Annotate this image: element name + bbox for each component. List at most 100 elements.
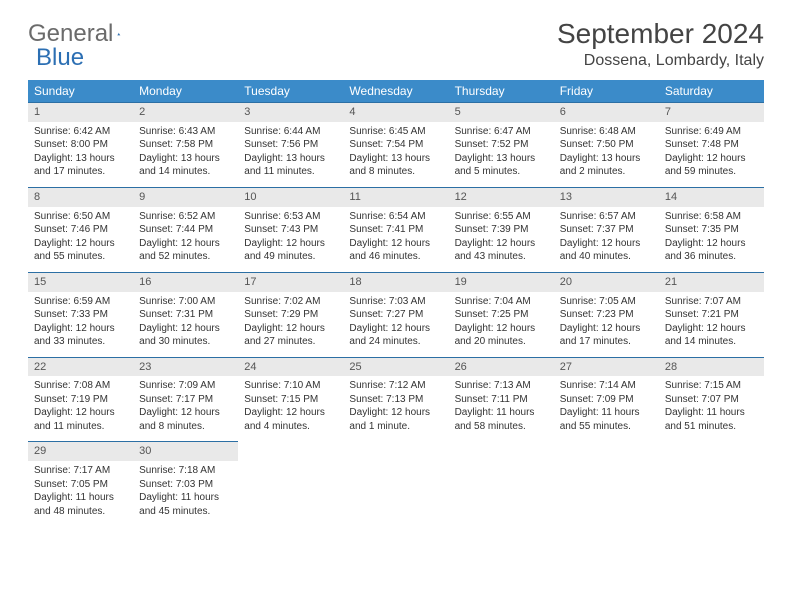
day-line-ss: Sunset: 8:00 PM xyxy=(34,138,127,152)
day-cell: 13Sunrise: 6:57 AMSunset: 7:37 PMDayligh… xyxy=(554,187,659,272)
day-line-d1: Daylight: 13 hours xyxy=(34,152,127,166)
day-line-ss: Sunset: 7:09 PM xyxy=(560,393,653,407)
day-line-sr: Sunrise: 6:53 AM xyxy=(244,210,337,224)
day-body: Sunrise: 6:54 AMSunset: 7:41 PMDaylight:… xyxy=(343,207,448,272)
day-line-ss: Sunset: 7:43 PM xyxy=(244,223,337,237)
header: General September 2024 Dossena, Lombardy… xyxy=(28,18,764,70)
day-line-ss: Sunset: 7:48 PM xyxy=(665,138,758,152)
day-line-sr: Sunrise: 7:09 AM xyxy=(139,379,232,393)
day-number: 25 xyxy=(343,358,448,377)
day-line-d2: and 24 minutes. xyxy=(349,335,442,349)
day-line-sr: Sunrise: 6:55 AM xyxy=(455,210,548,224)
day-number: 12 xyxy=(449,188,554,207)
day-cell: 24Sunrise: 7:10 AMSunset: 7:15 PMDayligh… xyxy=(238,357,343,442)
week-row: 29Sunrise: 7:17 AMSunset: 7:05 PMDayligh… xyxy=(28,442,764,526)
weekday-friday: Friday xyxy=(554,80,659,103)
day-body: Sunrise: 6:59 AMSunset: 7:33 PMDaylight:… xyxy=(28,292,133,357)
day-cell: 25Sunrise: 7:12 AMSunset: 7:13 PMDayligh… xyxy=(343,357,448,442)
day-line-d2: and 8 minutes. xyxy=(139,420,232,434)
day-line-sr: Sunrise: 6:48 AM xyxy=(560,125,653,139)
weekday-tuesday: Tuesday xyxy=(238,80,343,103)
day-line-d1: Daylight: 12 hours xyxy=(349,237,442,251)
day-number: 20 xyxy=(554,273,659,292)
empty-cell xyxy=(554,442,659,526)
day-body: Sunrise: 7:07 AMSunset: 7:21 PMDaylight:… xyxy=(659,292,764,357)
day-cell: 7Sunrise: 6:49 AMSunset: 7:48 PMDaylight… xyxy=(659,103,764,188)
day-number: 14 xyxy=(659,188,764,207)
day-body: Sunrise: 6:52 AMSunset: 7:44 PMDaylight:… xyxy=(133,207,238,272)
day-line-ss: Sunset: 7:50 PM xyxy=(560,138,653,152)
day-cell: 2Sunrise: 6:43 AMSunset: 7:58 PMDaylight… xyxy=(133,103,238,188)
day-body: Sunrise: 6:53 AMSunset: 7:43 PMDaylight:… xyxy=(238,207,343,272)
day-line-d2: and 11 minutes. xyxy=(244,165,337,179)
day-line-d2: and 43 minutes. xyxy=(455,250,548,264)
logo-text-blue: Blue xyxy=(36,44,84,72)
day-line-ss: Sunset: 7:13 PM xyxy=(349,393,442,407)
day-line-sr: Sunrise: 6:45 AM xyxy=(349,125,442,139)
day-number: 8 xyxy=(28,188,133,207)
day-line-d1: Daylight: 12 hours xyxy=(560,322,653,336)
day-line-sr: Sunrise: 6:58 AM xyxy=(665,210,758,224)
day-line-ss: Sunset: 7:41 PM xyxy=(349,223,442,237)
day-number: 23 xyxy=(133,358,238,377)
day-number: 16 xyxy=(133,273,238,292)
day-line-sr: Sunrise: 6:59 AM xyxy=(34,295,127,309)
day-line-ss: Sunset: 7:37 PM xyxy=(560,223,653,237)
day-cell: 12Sunrise: 6:55 AMSunset: 7:39 PMDayligh… xyxy=(449,187,554,272)
day-number: 6 xyxy=(554,103,659,122)
day-number: 1 xyxy=(28,103,133,122)
day-body: Sunrise: 6:58 AMSunset: 7:35 PMDaylight:… xyxy=(659,207,764,272)
day-line-sr: Sunrise: 6:43 AM xyxy=(139,125,232,139)
day-line-ss: Sunset: 7:05 PM xyxy=(34,478,127,492)
day-line-sr: Sunrise: 7:03 AM xyxy=(349,295,442,309)
day-line-d1: Daylight: 12 hours xyxy=(34,237,127,251)
calendar-table: Sunday Monday Tuesday Wednesday Thursday… xyxy=(28,80,764,526)
day-cell: 15Sunrise: 6:59 AMSunset: 7:33 PMDayligh… xyxy=(28,272,133,357)
day-line-d2: and 14 minutes. xyxy=(139,165,232,179)
day-cell: 14Sunrise: 6:58 AMSunset: 7:35 PMDayligh… xyxy=(659,187,764,272)
day-line-ss: Sunset: 7:21 PM xyxy=(665,308,758,322)
day-line-sr: Sunrise: 7:02 AM xyxy=(244,295,337,309)
day-number: 27 xyxy=(554,358,659,377)
day-line-d1: Daylight: 12 hours xyxy=(455,237,548,251)
day-line-d2: and 48 minutes. xyxy=(34,505,127,519)
day-line-d1: Daylight: 13 hours xyxy=(244,152,337,166)
day-number: 21 xyxy=(659,273,764,292)
day-line-d1: Daylight: 12 hours xyxy=(665,152,758,166)
day-number: 9 xyxy=(133,188,238,207)
day-cell: 27Sunrise: 7:14 AMSunset: 7:09 PMDayligh… xyxy=(554,357,659,442)
day-line-d2: and 49 minutes. xyxy=(244,250,337,264)
day-line-d2: and 52 minutes. xyxy=(139,250,232,264)
day-number: 7 xyxy=(659,103,764,122)
day-line-d1: Daylight: 13 hours xyxy=(139,152,232,166)
empty-cell xyxy=(343,442,448,526)
day-line-d2: and 2 minutes. xyxy=(560,165,653,179)
day-line-ss: Sunset: 7:52 PM xyxy=(455,138,548,152)
day-number: 18 xyxy=(343,273,448,292)
day-line-sr: Sunrise: 7:04 AM xyxy=(455,295,548,309)
day-line-ss: Sunset: 7:56 PM xyxy=(244,138,337,152)
day-cell: 5Sunrise: 6:47 AMSunset: 7:52 PMDaylight… xyxy=(449,103,554,188)
empty-cell xyxy=(659,442,764,526)
day-line-d1: Daylight: 13 hours xyxy=(455,152,548,166)
day-line-d2: and 59 minutes. xyxy=(665,165,758,179)
day-line-sr: Sunrise: 7:10 AM xyxy=(244,379,337,393)
day-number: 22 xyxy=(28,358,133,377)
day-body: Sunrise: 7:02 AMSunset: 7:29 PMDaylight:… xyxy=(238,292,343,357)
day-cell: 8Sunrise: 6:50 AMSunset: 7:46 PMDaylight… xyxy=(28,187,133,272)
day-line-sr: Sunrise: 7:07 AM xyxy=(665,295,758,309)
day-cell: 4Sunrise: 6:45 AMSunset: 7:54 PMDaylight… xyxy=(343,103,448,188)
day-line-d1: Daylight: 12 hours xyxy=(665,237,758,251)
day-body: Sunrise: 6:48 AMSunset: 7:50 PMDaylight:… xyxy=(554,122,659,187)
day-line-ss: Sunset: 7:35 PM xyxy=(665,223,758,237)
empty-cell xyxy=(449,442,554,526)
day-line-sr: Sunrise: 6:42 AM xyxy=(34,125,127,139)
day-cell: 23Sunrise: 7:09 AMSunset: 7:17 PMDayligh… xyxy=(133,357,238,442)
day-number: 11 xyxy=(343,188,448,207)
day-line-d2: and 45 minutes. xyxy=(139,505,232,519)
sail-icon xyxy=(117,24,121,44)
day-line-sr: Sunrise: 7:13 AM xyxy=(455,379,548,393)
day-line-sr: Sunrise: 7:05 AM xyxy=(560,295,653,309)
day-line-d2: and 5 minutes. xyxy=(455,165,548,179)
day-body: Sunrise: 6:45 AMSunset: 7:54 PMDaylight:… xyxy=(343,122,448,187)
